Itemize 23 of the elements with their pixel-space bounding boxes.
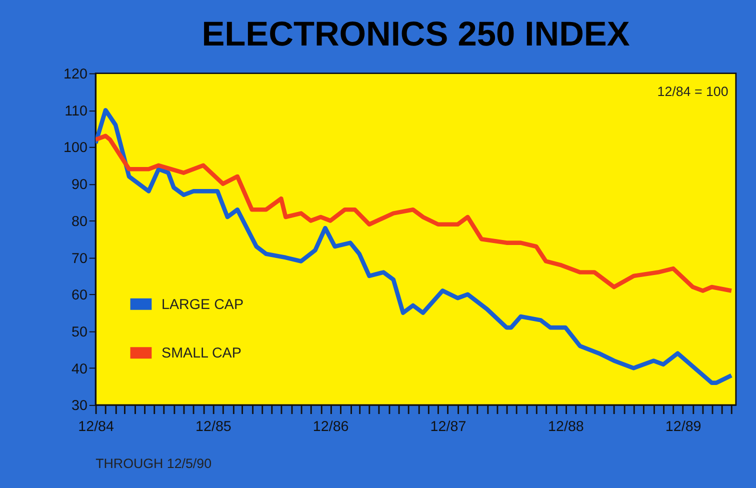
x-tick-label: 12/88	[548, 419, 584, 436]
line-series	[96, 134, 734, 293]
y-tick-label: 40	[72, 361, 88, 378]
x-tick-label: 12/89	[665, 419, 702, 436]
y-tick-label: 60	[72, 288, 88, 304]
annotation: 12/84 = 100	[657, 84, 728, 100]
line-series	[96, 108, 734, 385]
y-tick-label: 30	[72, 398, 88, 414]
y-tick-label: 100	[64, 140, 88, 156]
legend-label: LARGE CAP	[162, 296, 244, 313]
y-tick-label: 50	[72, 324, 88, 340]
x-tick-label: 12/87	[430, 419, 466, 436]
text: THROUGH 12/5/90	[96, 456, 212, 472]
y-tick-label: 120	[64, 66, 88, 83]
y-tick-label: 80	[72, 214, 88, 230]
legend-label: SMALL CAP	[162, 346, 242, 362]
y-tick-label: 90	[72, 177, 88, 194]
chart-title: ELECTRONICS 250 INDEX	[202, 16, 630, 54]
x-tick-label: 12/85	[196, 419, 232, 436]
y-tick-label: 110	[64, 103, 88, 120]
x-tick-label: 12/84	[78, 419, 114, 436]
x-tick-label: 12/86	[312, 419, 349, 436]
y-tick-label: 70	[72, 250, 88, 267]
